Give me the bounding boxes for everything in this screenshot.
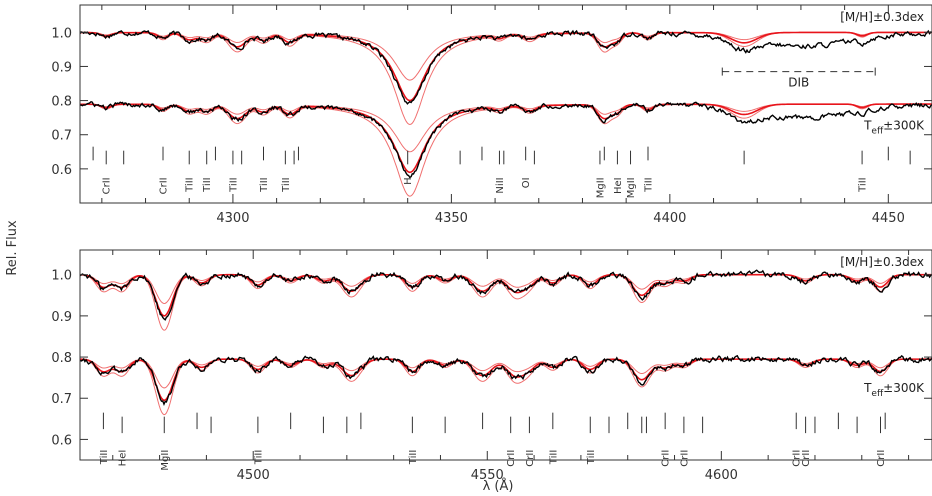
y-tick-label: 0.6: [51, 433, 72, 448]
line-label: TiII: [228, 177, 239, 192]
line-label: TiII: [858, 177, 869, 192]
line-label: TiII: [644, 177, 655, 192]
plot-area: [80, 29, 932, 197]
line-label: CrII: [876, 450, 887, 467]
x-tick-label: 4450: [872, 211, 905, 226]
panel-frame: [79, 4, 932, 204]
line-label: CrII: [102, 177, 113, 194]
y-axis-label: Rel. Flux: [5, 220, 20, 276]
line-label: TiII: [259, 177, 270, 192]
line-label: CrII: [792, 450, 803, 467]
plot-area: [80, 269, 932, 416]
panel-frame: [79, 249, 932, 461]
line-label: TiII: [281, 177, 292, 192]
lower-model-2: [80, 358, 932, 402]
line-label: MgII: [595, 177, 606, 198]
line-label: TiII: [408, 450, 419, 465]
x-tick-label: 4550: [471, 468, 504, 483]
line-label: CrII: [506, 450, 517, 467]
x-tick-label: 4400: [653, 211, 686, 226]
line-label: TiII: [586, 450, 597, 465]
y-tick-label: 0.9: [51, 310, 72, 325]
y-tick-label: 0.6: [51, 163, 72, 178]
dib-label: DIB: [788, 76, 809, 90]
line-label: CrII: [801, 450, 812, 467]
top-panel: CrII CrII TiII TiII TiII TiII TiII H NiII OI MgII H…: [51, 4, 932, 226]
x-tick-label: 4500: [237, 468, 270, 483]
line-label: NiII: [495, 177, 506, 193]
line-label: CrII: [525, 450, 536, 467]
line-label: HeI: [118, 450, 129, 467]
line-label: CrII: [661, 450, 672, 467]
x-tick-label: 4600: [705, 468, 738, 483]
y-tick-label: 1.0: [51, 269, 72, 284]
metallicity-annotation: [M/H]±0.3dex: [840, 10, 924, 24]
y-tick-label: 0.9: [51, 60, 72, 75]
bottom-panel: TiII HeI MgII TiII TiII CrII CrII TiII TiII CrII C…: [51, 249, 932, 483]
upper-observed-spectrum: [80, 269, 932, 321]
y-tick-label: 0.8: [51, 95, 72, 110]
line-label: OI: [521, 177, 532, 188]
line-label: TiII: [202, 177, 213, 192]
x-tick-label: 4300: [216, 211, 249, 226]
line-label: CrII: [159, 177, 170, 194]
teff-annotation: Teff±300K: [863, 381, 925, 399]
line-label: TiII: [185, 177, 196, 192]
x-tick-label: 4350: [435, 211, 468, 226]
lower-model-0: [80, 358, 932, 416]
x-axis-label: λ (Å): [483, 478, 514, 494]
line-label: H: [403, 177, 414, 185]
upper-model-1: [80, 274, 932, 305]
y-tick-label: 0.7: [51, 392, 72, 407]
line-label: CrII: [679, 450, 690, 467]
upper-observed-spectrum: [80, 29, 932, 105]
y-tick-label: 1.0: [51, 26, 72, 41]
line-label: TiII: [548, 450, 559, 465]
line-label: MgII: [626, 177, 637, 198]
line-label: HeI: [613, 177, 624, 194]
line-label: TiII: [253, 450, 264, 465]
lower-observed-spectrum: [80, 100, 932, 179]
y-tick-label: 0.8: [51, 351, 72, 366]
upper-model-2: [80, 273, 932, 317]
metallicity-annotation: [M/H]±0.3dex: [840, 255, 924, 269]
teff-annotation: Teff±300K: [863, 119, 925, 137]
y-tick-label: 0.7: [51, 129, 72, 144]
line-label: TiII: [99, 450, 110, 465]
lower-observed-spectrum: [80, 354, 932, 406]
